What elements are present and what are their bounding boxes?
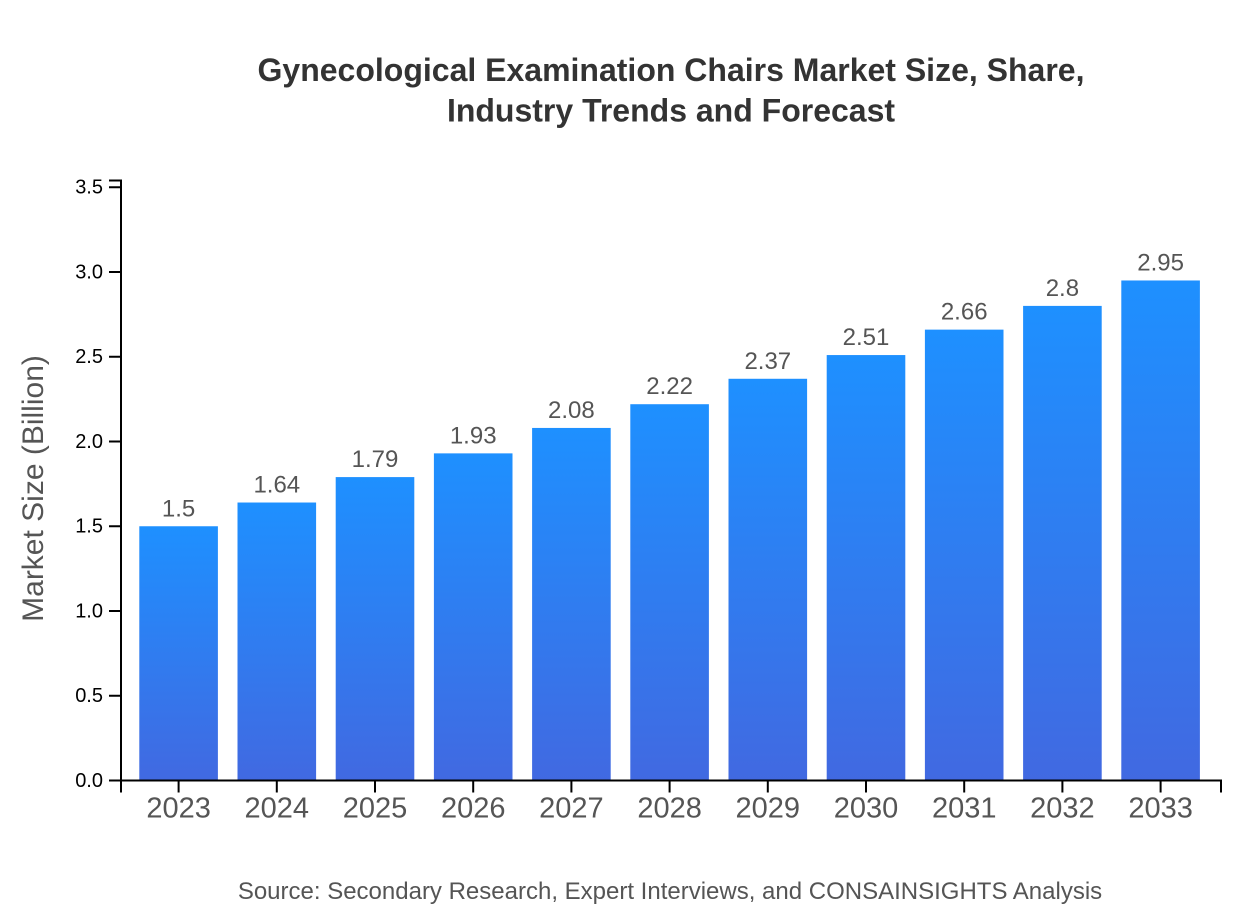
svg-text:0.0: 0.0 [75, 770, 103, 792]
svg-text:1.79: 1.79 [352, 446, 399, 473]
svg-text:1.93: 1.93 [450, 422, 497, 449]
svg-text:2.0: 2.0 [75, 431, 103, 453]
svg-text:Source: Secondary Research, Ex: Source: Secondary Research, Expert Inter… [238, 878, 1102, 905]
svg-text:1.5: 1.5 [162, 495, 195, 522]
svg-text:2.22: 2.22 [646, 373, 693, 400]
svg-text:2027: 2027 [539, 793, 604, 825]
svg-text:1.0: 1.0 [75, 600, 103, 622]
svg-text:2026: 2026 [441, 793, 506, 825]
svg-text:2.5: 2.5 [75, 346, 103, 368]
svg-text:2.51: 2.51 [843, 324, 890, 351]
svg-text:2.08: 2.08 [548, 397, 595, 424]
svg-text:2024: 2024 [245, 793, 310, 825]
svg-text:2028: 2028 [637, 793, 702, 825]
svg-text:Industry Trends and Forecast: Industry Trends and Forecast [447, 93, 895, 129]
svg-text:2.66: 2.66 [941, 299, 988, 326]
svg-text:2.8: 2.8 [1046, 275, 1079, 302]
svg-text:Gynecological Examination Chai: Gynecological Examination Chairs Market … [258, 52, 1085, 88]
svg-text:1.64: 1.64 [253, 472, 300, 499]
svg-text:3.5: 3.5 [75, 177, 103, 199]
svg-text:2.95: 2.95 [1137, 249, 1184, 276]
svg-text:0.5: 0.5 [75, 685, 103, 707]
svg-text:3.0: 3.0 [75, 261, 103, 283]
svg-text:1.5: 1.5 [75, 516, 103, 538]
svg-text:2030: 2030 [834, 793, 899, 825]
svg-text:2033: 2033 [1128, 793, 1193, 825]
svg-text:2031: 2031 [932, 793, 997, 825]
svg-text:2025: 2025 [343, 793, 408, 825]
svg-text:2032: 2032 [1030, 793, 1095, 825]
svg-text:2023: 2023 [146, 793, 211, 825]
svg-text:Market Size (Billion): Market Size (Billion) [17, 355, 50, 622]
svg-text:2029: 2029 [736, 793, 801, 825]
svg-text:2.37: 2.37 [744, 348, 791, 375]
